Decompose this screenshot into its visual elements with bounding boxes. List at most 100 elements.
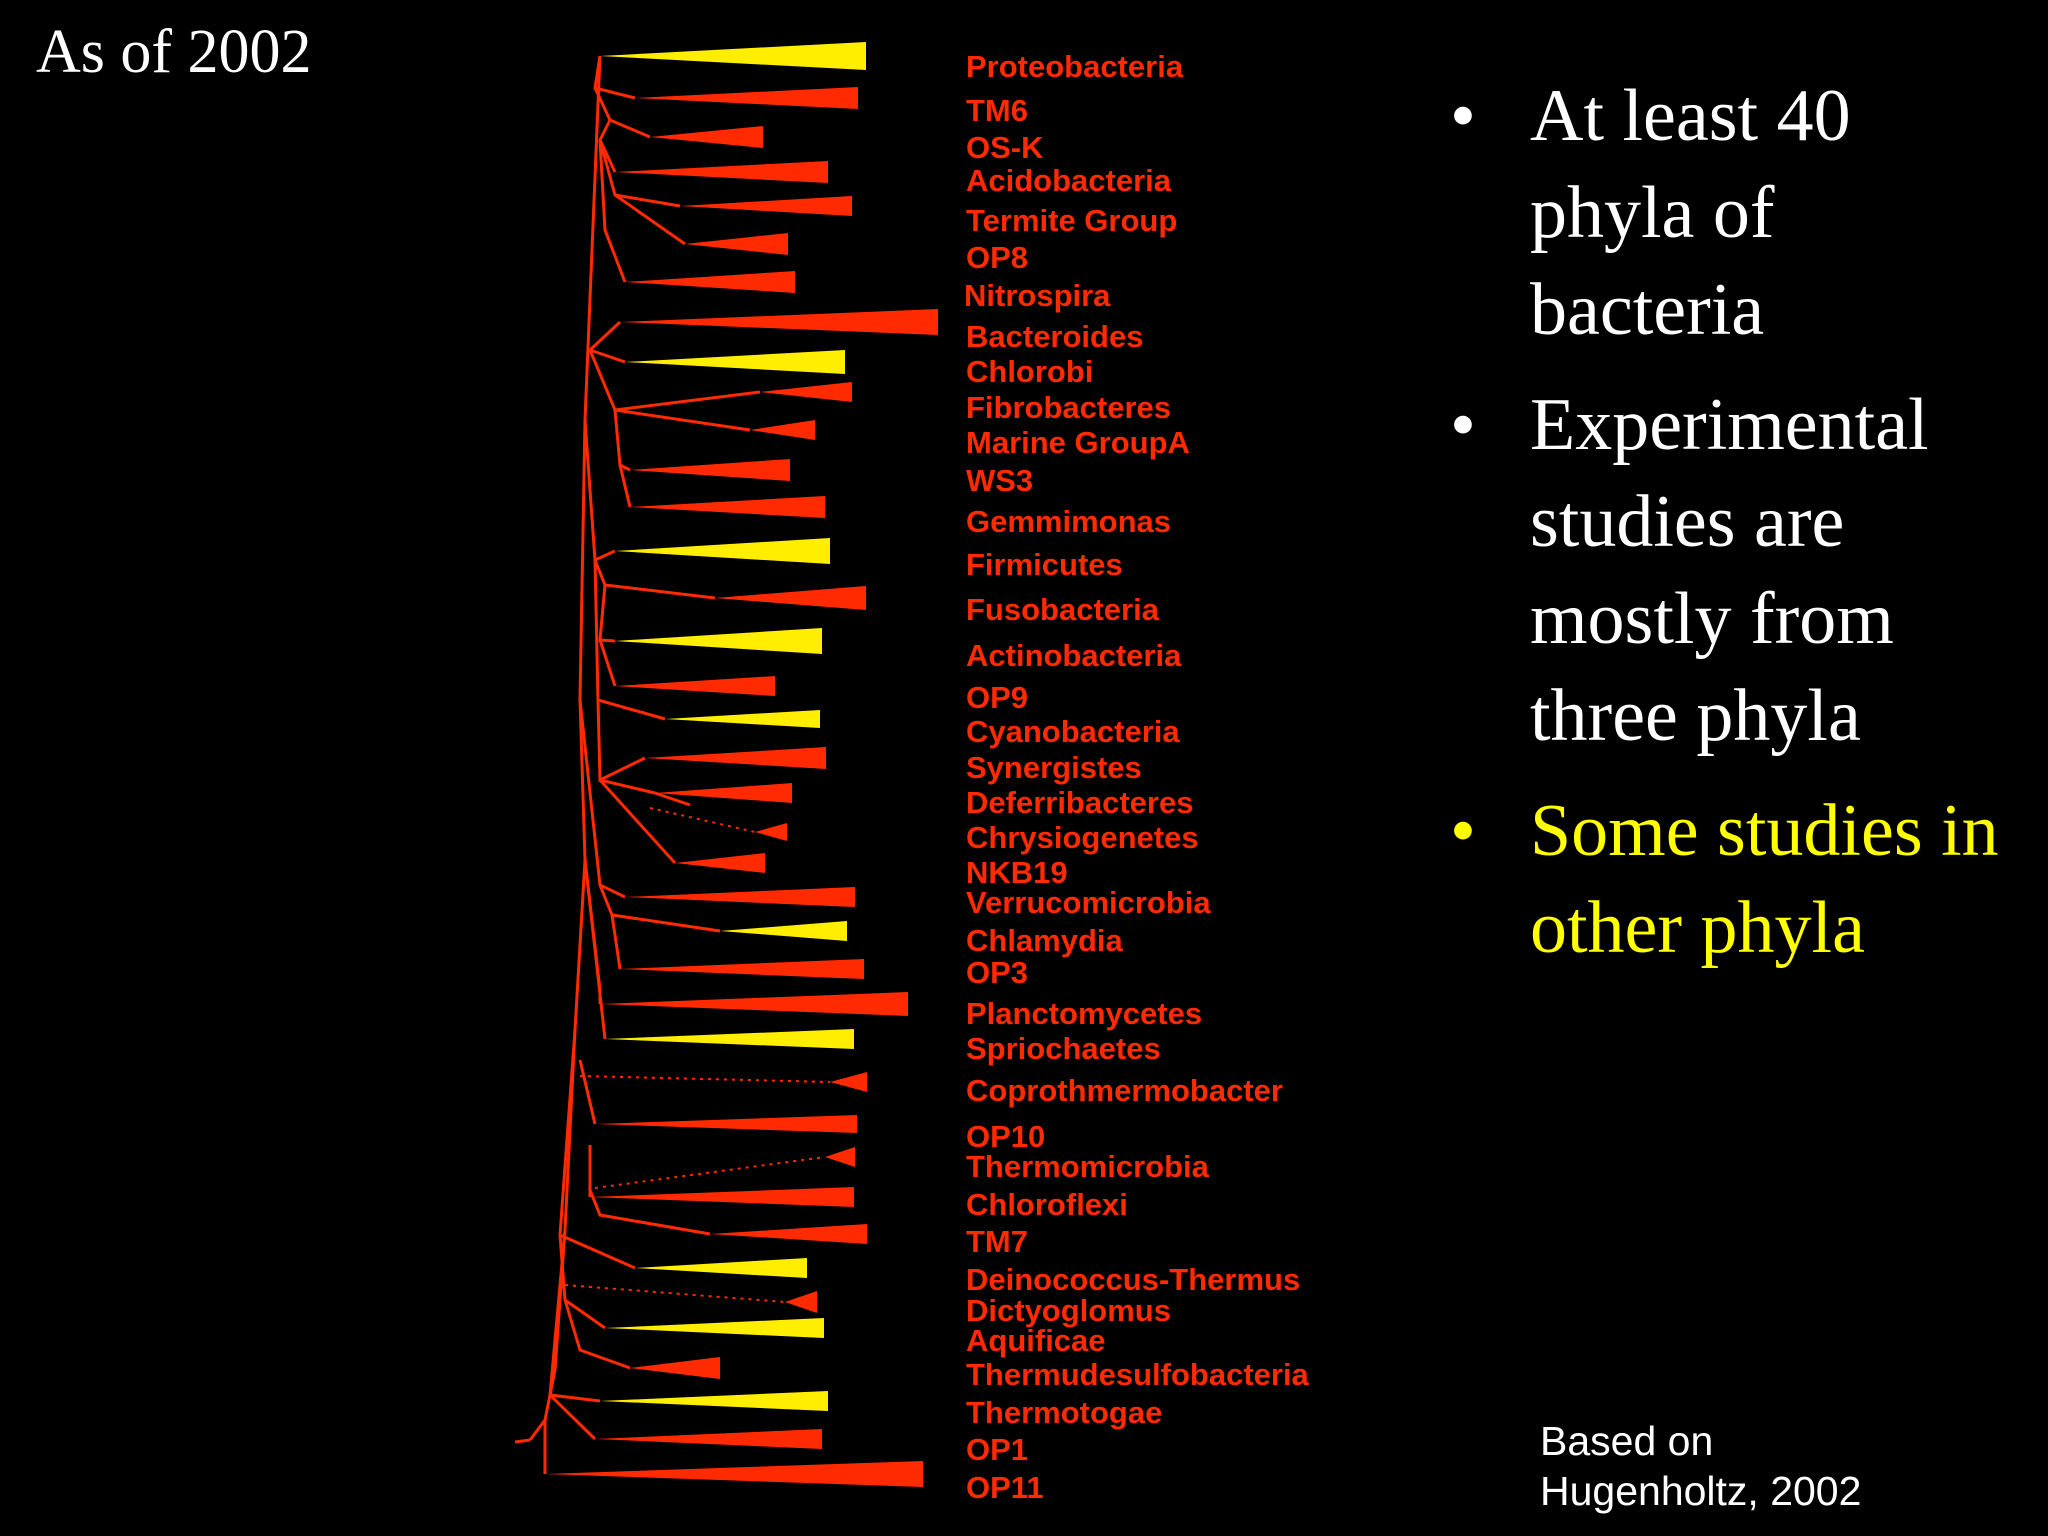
phylum-label: NKB19 [966,855,1068,890]
phylum-label: Chlorobi [966,354,1093,389]
phylum-wedge [615,161,828,183]
phylum-wedge [710,1224,867,1244]
phylum-label: OS-K [966,130,1044,165]
phylum-label: Deinococcus-Thermus [966,1262,1300,1297]
phylum-wedge [600,992,908,1016]
tree-branch [598,139,627,283]
tree-branches [514,55,831,1474]
source-credit: Based on Hugenholtz, 2002 [1540,1416,1861,1516]
phylum-wedge [830,1072,867,1092]
bullet-text: At least 40 phyla of bacteria [1530,75,1851,351]
phylum-label: Cyanobacteria [966,714,1180,749]
bullet-dot: • [1450,384,1476,466]
phylum-label: OP11 [966,1470,1044,1505]
phylum-label: Thermomicrobia [966,1149,1210,1184]
tree-branch [588,320,622,352]
tree-branch [614,193,686,246]
bullet-dot: • [1450,75,1476,157]
phylum-wedge [615,676,775,696]
tree-branch [563,1299,631,1370]
corner-title: As of 2002 [36,18,312,86]
phylum-label: WS3 [966,463,1033,498]
bullet-item: • Experimental studies are mostly from t… [1450,377,2010,765]
phylum-label: Thermotogae [966,1395,1162,1430]
credit-line-1: Based on [1540,1418,1714,1464]
credit-line-2: Hugenholtz, 2002 [1540,1468,1862,1514]
bullet-dot: • [1450,790,1476,872]
phylum-wedge [685,233,788,255]
phylum-wedge [605,1029,854,1049]
tree-branch [599,778,656,795]
tree-branch [618,464,632,508]
phylum-wedge [630,496,825,518]
phylum-label: Termite Group [966,203,1177,238]
phylum-label: Planctomycetes [966,996,1202,1031]
phylum-label: Synergistes [966,750,1142,785]
phylum-wedge [595,1115,857,1133]
tree-branch-dotted [649,807,756,833]
tree-wedges [545,42,938,1487]
phylum-label: Proteobacteria [966,49,1184,84]
phylum-label: Gemmimonas [966,504,1171,539]
phylum-wedge [595,1429,822,1449]
phylum-wedge [630,1357,720,1379]
phylum-wedge [545,1461,923,1487]
tree-branch [588,1189,711,1236]
phylum-label: TM7 [966,1224,1028,1259]
bullet-item: • At least 40 phyla of bacteria [1450,68,2010,359]
phylum-wedge [785,1291,817,1313]
tree-branch [558,1029,636,1270]
phylum-wedge [750,420,815,440]
phylum-label: Chlamydia [966,923,1124,958]
tree-branch [589,348,626,364]
phylum-label: Coprothmermobacter [966,1073,1283,1108]
tree-branch [598,884,721,933]
phylum-wedge [600,42,866,70]
phylum-label: Thermudesulfobacteria [966,1357,1310,1392]
phylum-label: Fusobacteria [966,592,1160,627]
phylum-wedge [620,959,864,979]
phylum-label: Actinobacteria [966,638,1182,673]
tree-branch [598,639,617,687]
tree-branch [613,409,631,472]
tree-branch-dotted [594,1156,826,1189]
tree-branch [558,1234,606,1330]
phylum-wedge [605,1318,824,1338]
tree-branch [548,1229,601,1403]
tree-branch [514,1438,531,1444]
tree-branch [548,1393,597,1441]
tree-branch [593,559,716,600]
bullet-list: • At least 40 phyla of bacteria • Experi… [1450,68,2010,995]
phylum-label: Firmicutes [966,547,1123,582]
phylum-wedge [650,126,763,148]
tree-branch [610,914,622,970]
phylum-label: OP9 [966,680,1028,715]
tree-branch [598,778,677,865]
phylum-wedge [825,1147,855,1167]
tree-branch-dotted [564,1284,786,1303]
phylum-label: OP1 [966,1432,1028,1467]
phylum-label: Nitrospira [964,278,1111,313]
bullet-item-highlight: • Some studies in other phyla [1450,783,2010,977]
phylum-label: Marine GroupA [966,425,1190,460]
phylum-wedge [760,382,852,402]
phylum-wedge [675,853,765,873]
phylum-wedge [645,747,826,769]
phylum-wedge [625,271,795,293]
phylum-label: Verrucomicrobia [966,885,1211,920]
phylum-label: OP10 [966,1119,1045,1154]
phylum-wedge [590,1187,854,1207]
phylum-wedge [635,1258,807,1278]
phylum-wedge [665,710,820,728]
tree-branch [583,419,616,563]
phylum-wedge [630,459,790,481]
phylum-wedge [635,87,858,109]
phylum-wedge [655,783,792,803]
tree-branch [614,408,751,432]
tree-branch [654,791,691,807]
phylum-wedge [755,823,787,841]
phylum-wedge [625,350,845,374]
